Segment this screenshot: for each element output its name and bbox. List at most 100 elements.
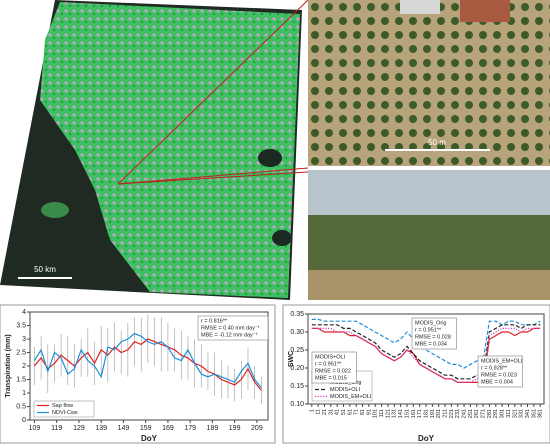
- y-tick-label: 4: [22, 309, 26, 316]
- x-tick-label: 61: [347, 409, 353, 415]
- annotation: r = 0.951**: [415, 327, 442, 333]
- chart-panel: [0, 304, 276, 444]
- series-line: [311, 327, 541, 383]
- x-tick-label: 91: [366, 409, 372, 415]
- x-tick-label: 119: [51, 425, 62, 432]
- y-tick-label: 2.5: [16, 349, 26, 356]
- x-tick-label: 71: [354, 409, 360, 415]
- series-line: [33, 338, 262, 391]
- annotation-box: [411, 317, 457, 350]
- y-tick-label: 3: [22, 336, 26, 343]
- x-axis-label: DoY: [141, 434, 158, 443]
- y-axis-label: SWC: [288, 351, 295, 367]
- aerial-photo: 50 m: [308, 0, 550, 166]
- x-tick-label: 109: [29, 425, 41, 432]
- x-tick-label: 251: [468, 409, 474, 418]
- x-tick-label: 221: [449, 409, 455, 418]
- x-tick-label: 159: [140, 425, 152, 432]
- chart-panel: [282, 304, 550, 444]
- x-tick-label: 209: [251, 425, 263, 432]
- x-tick-label: 199: [229, 425, 241, 432]
- annotation: RMSE = 0.022: [315, 368, 351, 374]
- x-tick-label: 341: [525, 409, 531, 418]
- y-tick-label: 1.5: [16, 376, 26, 383]
- x-tick-label: 149: [118, 425, 130, 432]
- annotation: RMSE = 0.023: [481, 372, 517, 378]
- legend-label: MODIS+OLI: [330, 387, 361, 393]
- y-tick-label: 0.5: [16, 403, 26, 410]
- x-tick-label: 111: [379, 409, 385, 417]
- x-tick-label: 351: [531, 409, 537, 418]
- x-tick-label: 21: [322, 409, 328, 415]
- legend-label: MODIS_EM+OLI: [330, 394, 372, 400]
- x-tick-label: 181: [423, 409, 429, 418]
- x-tick-label: 189: [207, 425, 219, 432]
- y-tick-label: 1: [22, 390, 26, 397]
- x-tick-label: 169: [162, 425, 174, 432]
- x-tick-label: 1: [309, 409, 315, 412]
- annotation: MBE = -0.12 mm day⁻¹: [201, 332, 258, 338]
- annotation: MODIS_Orig: [415, 320, 446, 326]
- annotation-box: [477, 355, 523, 388]
- x-tick-label: 261: [474, 409, 480, 418]
- annotation: MODIS+OLI: [315, 354, 346, 360]
- x-tick-label: 361: [538, 409, 544, 418]
- x-tick-label: 191: [430, 409, 436, 418]
- x-tick-label: 271: [481, 409, 487, 418]
- annotation-box: [197, 315, 269, 341]
- y-tick-label: 0.30: [290, 329, 304, 336]
- x-tick-label: 121: [385, 409, 391, 418]
- x-tick-label: 311: [506, 409, 512, 418]
- x-tick-label: 41: [335, 409, 341, 415]
- annotation: MBE = 0.015: [315, 375, 347, 381]
- annotation: r = 0.928**: [481, 365, 508, 371]
- y-tick-label: 0.25: [290, 347, 304, 354]
- annotation: MODIS_EM+OLI: [481, 358, 523, 364]
- annotation: r = 0.816**: [201, 318, 228, 324]
- x-tick-label: 151: [404, 409, 410, 418]
- scale-bar-label: 50 km: [34, 265, 56, 274]
- x-tick-label: 241: [462, 409, 468, 418]
- annotation: MBE = 0.004: [481, 379, 513, 385]
- x-tick-label: 81: [360, 409, 366, 415]
- x-tick-label: 161: [411, 409, 417, 418]
- legend-label: Sap flow: [52, 403, 73, 409]
- x-tick-label: 301: [500, 409, 506, 418]
- x-tick-label: 131: [392, 409, 398, 418]
- x-tick-label: 31: [328, 409, 334, 415]
- annotation: MBE = 0.034: [415, 341, 447, 347]
- x-tick-label: 171: [417, 409, 423, 418]
- x-tick-label: 141: [398, 409, 404, 418]
- y-tick-label: 0.20: [290, 365, 304, 372]
- x-tick-label: 321: [512, 409, 518, 418]
- x-tick-label: 129: [73, 425, 85, 432]
- y-tick-label: 0.35: [290, 311, 304, 318]
- grove-photo: [308, 170, 550, 300]
- annotation: RMSE = 0.028: [415, 334, 451, 340]
- annotation: RMSE = 0.40 mm day⁻¹: [201, 325, 260, 331]
- y-tick-label: 2: [22, 363, 26, 370]
- y-tick-label: 0.15: [290, 383, 304, 390]
- series-line: [311, 324, 541, 380]
- x-tick-label: 51: [341, 409, 347, 415]
- annotation: r = 0.951**: [315, 361, 342, 367]
- x-tick-label: 201: [436, 409, 442, 418]
- y-axis-label: Transpiration (mm): [5, 334, 12, 397]
- x-tick-label: 291: [493, 409, 499, 418]
- x-tick-label: 281: [487, 409, 493, 418]
- series-line: [33, 332, 262, 388]
- y-tick-label: 0: [22, 417, 26, 424]
- x-tick-label: 331: [519, 409, 525, 418]
- x-tick-label: 139: [95, 425, 107, 432]
- annotation-box: [311, 351, 357, 384]
- x-tick-label: 101: [373, 409, 379, 418]
- x-tick-label: 179: [184, 425, 196, 432]
- y-tick-label: 0.10: [290, 401, 304, 408]
- y-tick-label: 3.5: [16, 322, 26, 329]
- legend-label: NDVI-Cws: [52, 410, 78, 416]
- x-tick-label: 231: [455, 409, 461, 418]
- x-tick-label: 11: [316, 409, 322, 415]
- x-axis-label: DoY: [418, 434, 435, 443]
- scale-bar-label: 50 m: [428, 138, 446, 147]
